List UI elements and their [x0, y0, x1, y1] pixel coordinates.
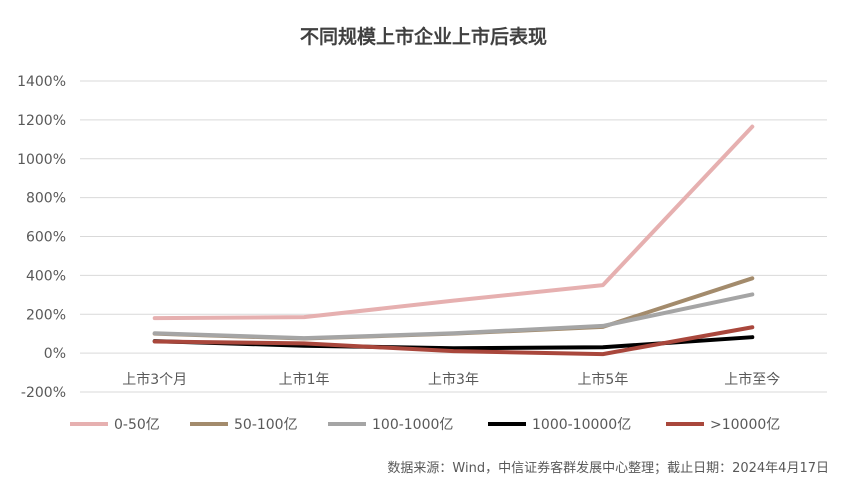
x-axis-ticks: 上市3个月 上市1年 上市3年 上市5年 上市至今	[122, 371, 780, 388]
series-line-2	[152, 292, 755, 341]
y-tick-label: 800%	[26, 191, 66, 207]
legend-swatch	[70, 422, 108, 426]
x-tick-label: 上市1年	[279, 371, 330, 388]
legend-swatch	[190, 422, 228, 426]
y-axis-ticks: 1400% 1200% 1000% 800% 600% 400% 200% 0% -200%	[17, 74, 66, 401]
legend-swatch	[328, 422, 366, 426]
legend-label: 1000-10000亿	[532, 417, 632, 433]
legend-item: 100-1000亿	[328, 414, 453, 434]
legend-label: 0-50亿	[114, 417, 160, 433]
legend-swatch	[666, 422, 704, 426]
legend: 0-50亿 50-100亿 100-1000亿 1000-10000亿 >10000亿	[70, 414, 830, 436]
x-tick-label: 上市3年	[428, 371, 479, 388]
y-tick-label: -200%	[21, 385, 66, 401]
legend-item: >10000亿	[666, 414, 780, 434]
y-tick-label: 1000%	[17, 152, 66, 168]
chart-title: 不同规模上市企业上市后表现	[299, 26, 547, 48]
series-line-4	[152, 325, 755, 357]
y-tick-label: 600%	[26, 230, 66, 246]
x-tick-label: 上市5年	[577, 371, 628, 388]
legend-label: >10000亿	[710, 417, 781, 433]
y-tick-label: 1200%	[17, 113, 66, 129]
legend-label: 100-1000亿	[372, 417, 454, 433]
y-tick-label: 200%	[26, 307, 66, 323]
legend-item: 1000-10000亿	[488, 414, 631, 434]
legend-label: 50-100亿	[234, 417, 298, 433]
series-line-0	[152, 124, 755, 321]
legend-item: 50-100亿	[190, 414, 298, 434]
x-tick-label: 上市至今	[724, 371, 780, 388]
legend-item: 0-50亿	[70, 414, 160, 434]
x-tick-label: 上市3个月	[122, 371, 187, 388]
legend-swatch	[488, 422, 526, 426]
series-line-1	[152, 276, 755, 341]
grid-lines	[80, 80, 827, 393]
source-note: 数据来源：Wind，中信证券客群发展中心整理；截止日期：2024年4月17日	[387, 461, 829, 476]
series-lines	[152, 124, 755, 357]
y-tick-label: 400%	[26, 268, 66, 284]
y-tick-label: 0%	[44, 346, 66, 362]
y-tick-label: 1400%	[17, 74, 66, 90]
